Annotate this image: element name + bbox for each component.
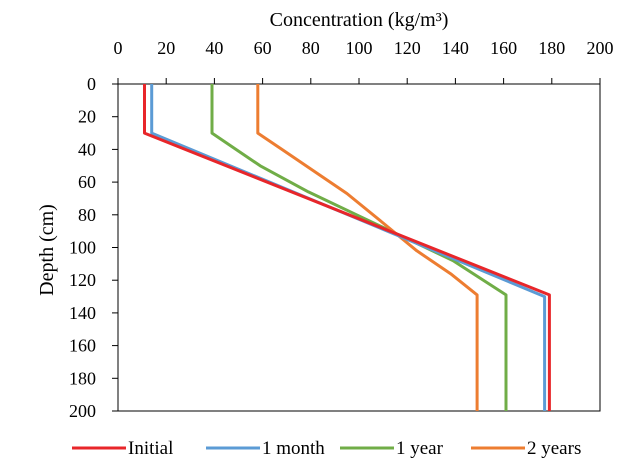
legend-label-1-year: 1 year bbox=[396, 438, 444, 459]
legend: Initial 1 month 1 year 2 years bbox=[72, 438, 581, 459]
x-axis-ticks: 0 20 40 60 80 100 120 140 160 180 200 bbox=[114, 38, 614, 84]
y-tick-label: 100 bbox=[69, 238, 96, 258]
x-tick-label: 160 bbox=[490, 38, 517, 58]
y-tick-label: 0 bbox=[87, 74, 96, 94]
y-tick-label: 80 bbox=[78, 205, 96, 225]
series-line-1-year bbox=[210, 84, 508, 411]
legend-label-initial: Initial bbox=[128, 438, 173, 459]
y-tick-label: 180 bbox=[69, 368, 96, 388]
y-tick-label: 140 bbox=[69, 303, 96, 323]
legend-label-2-years: 2 years bbox=[527, 438, 581, 459]
series-lines bbox=[143, 84, 551, 411]
x-axis-title: Concentration (kg/m³) bbox=[270, 9, 449, 31]
x-tick-label: 140 bbox=[442, 38, 469, 58]
x-tick-label: 20 bbox=[157, 38, 175, 58]
y-tick-label: 200 bbox=[69, 401, 96, 421]
y-tick-label: 160 bbox=[69, 336, 96, 356]
x-tick-label: 60 bbox=[254, 38, 272, 58]
x-tick-label: 180 bbox=[538, 38, 565, 58]
x-tick-label: 40 bbox=[205, 38, 223, 58]
series-line-initial bbox=[143, 84, 551, 411]
x-tick-label: 200 bbox=[587, 38, 614, 58]
y-tick-label: 40 bbox=[78, 139, 96, 159]
plot-frame bbox=[117, 83, 601, 412]
x-tick-label: 100 bbox=[346, 38, 373, 58]
legend-label-1-month: 1 month bbox=[262, 438, 325, 459]
y-tick-label: 60 bbox=[78, 172, 96, 192]
y-axis-ticks: 0 20 40 60 80 100 120 140 160 180 200 bbox=[69, 74, 118, 421]
y-axis-title: Depth (cm) bbox=[36, 204, 58, 296]
y-tick-label: 20 bbox=[78, 107, 96, 127]
x-tick-label: 80 bbox=[302, 38, 320, 58]
x-tick-label: 0 bbox=[114, 38, 123, 58]
x-tick-label: 120 bbox=[394, 38, 421, 58]
y-tick-label: 120 bbox=[69, 270, 96, 290]
series-line-2-years bbox=[256, 84, 479, 411]
plot-area bbox=[117, 83, 601, 412]
